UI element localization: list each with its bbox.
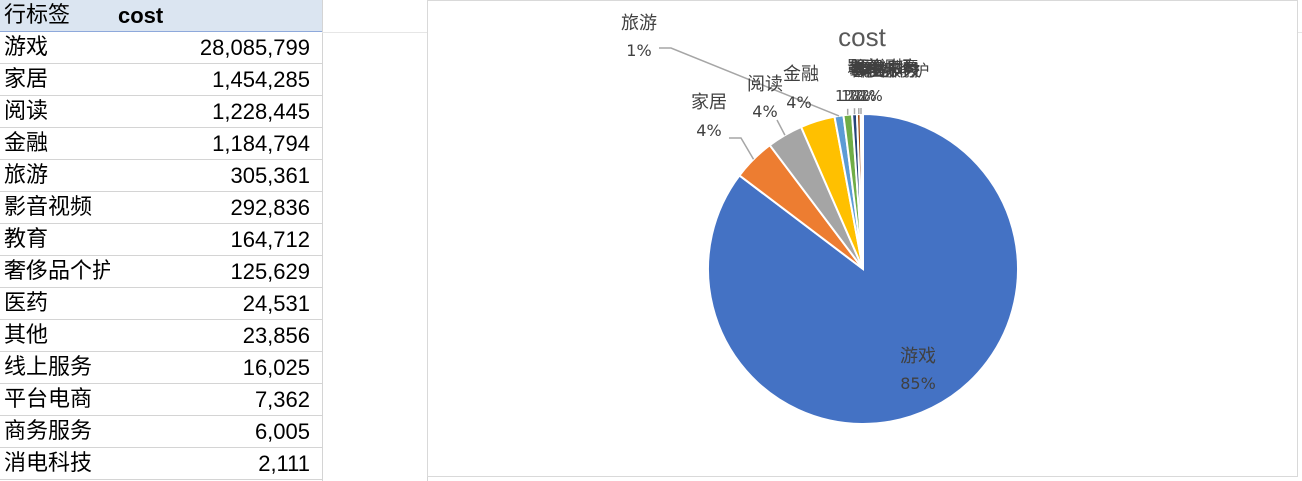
data-label-percent: 4%: [786, 93, 811, 112]
data-label-name: 旅游: [621, 13, 657, 34]
data-label-percent: 4%: [752, 102, 777, 121]
data-label-name: 商务服务: [855, 59, 919, 78]
header-label-col[interactable]: 行标签: [4, 3, 71, 28]
row-label-cell[interactable]: 商务服务: [4, 419, 93, 444]
row-value-cell[interactable]: 6,005: [254, 419, 310, 444]
data-label-name: 影音视频: [847, 57, 911, 76]
table-row[interactable]: 线上服务 16,025: [0, 352, 322, 384]
row-label-cell[interactable]: 平台电商: [4, 387, 93, 412]
data-label-name: 医药: [851, 57, 883, 76]
row-label-cell[interactable]: 影音视频: [4, 195, 93, 220]
table-row[interactable]: 平台电商 7,362: [0, 384, 322, 416]
table-row[interactable]: 游戏 28,085,799: [0, 32, 322, 64]
header-value-col[interactable]: cost: [118, 3, 164, 28]
data-label-percent: 85%: [900, 374, 936, 393]
table-row[interactable]: 影音视频 292,836: [0, 192, 322, 224]
data-label-percent: 4%: [696, 121, 721, 140]
pie-chart-svg: cost 游戏85%家居4%阅读4%金融4%旅游1%影音视频教育奢侈品个护医药其…: [427, 0, 1298, 477]
table-row[interactable]: 家居 1,454,285: [0, 64, 322, 96]
row-value-cell[interactable]: 305,361: [230, 163, 310, 188]
data-label-percent: 1%: [859, 87, 883, 105]
row-label-cell[interactable]: 旅游: [4, 163, 49, 188]
pie-slice[interactable]: [707, 112, 1019, 425]
data-label-percent: 1%: [626, 41, 651, 60]
row-label-cell[interactable]: 其他: [4, 323, 49, 348]
table-row[interactable]: 教育 164,712: [0, 224, 322, 256]
row-value-cell[interactable]: 2,111: [258, 451, 310, 476]
row-label-cell[interactable]: 金融: [4, 131, 49, 156]
row-label-cell[interactable]: 家居: [4, 67, 49, 92]
data-label-percent: 1%: [841, 87, 865, 105]
table-row[interactable]: 医药 24,531: [0, 288, 322, 320]
table-row[interactable]: 奢侈品个护 125,629: [0, 256, 322, 288]
data-label-name: 家居: [691, 92, 727, 113]
leader-line: [776, 119, 786, 136]
row-value-cell[interactable]: 24,531: [242, 291, 310, 316]
row-value-cell[interactable]: 164,712: [230, 227, 310, 252]
row-value-cell[interactable]: 292,836: [230, 195, 310, 220]
data-label-name: 阅读: [747, 74, 783, 95]
table-row[interactable]: 金融 1,184,794: [0, 128, 322, 160]
row-label-cell[interactable]: 消电科技: [4, 451, 93, 476]
table-row[interactable]: 旅游 305,361: [0, 160, 322, 192]
leader-line: [659, 47, 840, 117]
row-value-cell[interactable]: 7,362: [254, 387, 310, 412]
data-label-percent: 1%: [835, 87, 859, 105]
data-label-name: 奢侈品个护: [849, 61, 929, 80]
pie-chart[interactable]: cost 游戏 85% 家居 4% 阅读 4% 金融 4% 旅游 1% 影音视频 教育 奢侈品个护 医药其…: [427, 0, 1298, 477]
data-label-name: 游戏: [900, 346, 936, 367]
data-label-percent: 1%: [853, 87, 877, 105]
row-label-cell[interactable]: 线上服务: [4, 355, 93, 380]
data-label-name: 线上服务: [853, 61, 917, 80]
row-label-cell[interactable]: 教育: [4, 227, 49, 252]
data-label-name: 金融: [783, 64, 819, 85]
row-value-cell[interactable]: 125,629: [230, 259, 310, 284]
table-row[interactable]: 阅读 1,228,445: [0, 96, 322, 128]
row-value-cell[interactable]: 16,025: [242, 355, 310, 380]
data-label-name: 其他: [852, 59, 884, 78]
row-value-cell[interactable]: 23,856: [242, 323, 310, 348]
row-label-cell[interactable]: 奢侈品个护: [4, 259, 110, 284]
table-row[interactable]: 其他 23,856: [0, 320, 322, 352]
row-value-cell[interactable]: 28,085,799: [199, 35, 310, 60]
leader-line: [729, 137, 755, 160]
data-label-name: 消电科技: [857, 61, 921, 80]
table-row[interactable]: 商务服务 6,005: [0, 416, 322, 448]
data-label-percent: 1%: [847, 87, 871, 105]
data-label-name: 平台电商: [854, 57, 918, 76]
row-label-cell[interactable]: 医药: [4, 291, 49, 316]
row-label-cell[interactable]: 阅读: [4, 99, 49, 124]
row-value-cell[interactable]: 1,228,445: [212, 99, 310, 124]
row-value-cell[interactable]: 1,184,794: [212, 131, 310, 156]
row-label-cell[interactable]: 游戏: [4, 35, 49, 60]
table-row[interactable]: 消电科技 2,111: [0, 448, 322, 480]
row-value-cell[interactable]: 1,454,285: [212, 67, 310, 92]
data-label-name: 教育: [848, 59, 880, 78]
chart-title: cost: [838, 22, 886, 52]
pivot-header-row[interactable]: 行标签 cost: [0, 0, 322, 32]
